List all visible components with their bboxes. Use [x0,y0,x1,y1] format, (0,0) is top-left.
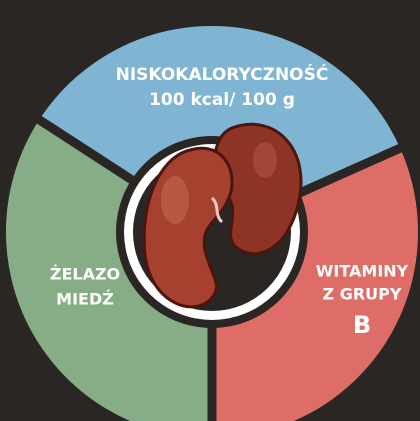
highlight [253,142,277,178]
label: Z GRUPY [323,285,402,304]
label: ŻELAZO [50,265,120,284]
infographic: NISKOKALORYCZNOŚĆ 100 kcal/ 100 g ŻELAZO… [0,0,420,421]
highlight [161,176,189,224]
label: MIEDŹ [56,290,114,309]
label: B [353,311,371,339]
label: WITAMINY [316,262,409,281]
label: 100 kcal/ 100 g [149,90,295,110]
label: NISKOKALORYCZNOŚĆ [116,63,329,85]
